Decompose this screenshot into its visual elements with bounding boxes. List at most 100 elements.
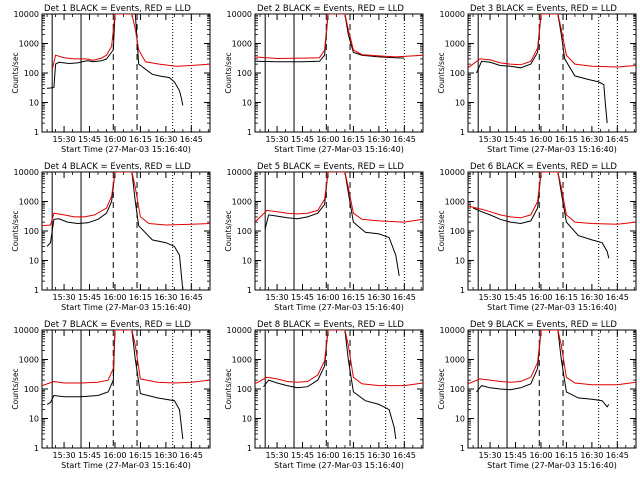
y-tick-label: 10000: [227, 168, 252, 177]
y-tick-label: 10: [29, 415, 39, 424]
y-tick-label: 100: [237, 227, 252, 236]
x-tick-label: 16:00: [316, 451, 339, 460]
y-tick-label: 1: [34, 286, 39, 295]
x-axis-label: Start Time (27-Mar-03 15:16:40): [61, 145, 191, 154]
x-tick-label: 16:30: [154, 451, 177, 460]
x-tick-label: 16:45: [180, 135, 203, 144]
x-tick-label: 16:45: [606, 451, 629, 460]
y-tick-label: 10: [455, 415, 465, 424]
series-line-events: [476, 14, 608, 124]
panel-title: Det 9 BLACK = Events, RED = LLD: [470, 320, 617, 330]
y-axis-label: Counts/sec: [224, 52, 233, 93]
plot-frame: [467, 329, 637, 449]
chart-panel-1: 1 10 100 1000 10000 15:30 15:45 16:00 16:15 16:30…: [11, 4, 211, 154]
x-tick-label: 15:45: [78, 293, 101, 302]
y-tick-label: 10000: [227, 10, 252, 19]
plot-frame: [254, 171, 424, 291]
chart-panel-3: 1 10 100 1000 10000 15:30 15:45 16:00 16:15 16:30…: [437, 4, 637, 154]
x-tick-label: 16:45: [606, 293, 629, 302]
plot-frame: [254, 329, 424, 449]
x-tick-label: 16:15: [342, 451, 365, 460]
y-tick-label: 1: [460, 444, 465, 453]
y-tick-label: 1: [460, 286, 465, 295]
series-line-lld: [255, 14, 423, 60]
plot-frame: [41, 13, 211, 133]
x-tick-label: 16:45: [393, 451, 416, 460]
panel-title: Det 8 BLACK = Events, RED = LLD: [257, 320, 404, 330]
series-line-lld: [255, 172, 423, 223]
x-tick-label: 16:30: [580, 135, 603, 144]
x-tick-label: 16:30: [367, 451, 390, 460]
x-tick-label: 16:15: [555, 135, 578, 144]
panel-title: Det 4 BLACK = Events, RED = LLD: [44, 162, 191, 172]
y-tick-label: 100: [24, 385, 39, 394]
y-tick-label: 1000: [19, 356, 39, 365]
series-line-lld: [255, 330, 423, 387]
x-tick-label: 16:30: [580, 451, 603, 460]
y-tick-label: 10000: [227, 326, 252, 335]
series-line-lld: [468, 172, 636, 225]
x-tick-label: 16:15: [342, 293, 365, 302]
y-tick-label: 100: [237, 69, 252, 78]
series-line-events: [472, 172, 610, 259]
y-tick-label: 10000: [440, 326, 465, 335]
x-tick-label: 15:45: [291, 293, 314, 302]
panel-title: Det 1 BLACK = Events, RED = LLD: [44, 4, 191, 14]
x-tick-label: 15:45: [78, 135, 101, 144]
x-tick-label: 15:45: [78, 451, 101, 460]
y-axis-label: Counts/sec: [11, 210, 20, 251]
x-tick-label: 16:45: [606, 135, 629, 144]
x-axis-label: Start Time (27-Mar-03 15:16:40): [487, 303, 617, 312]
x-tick-label: 16:15: [129, 293, 152, 302]
chart-panel-2: 1 10 100 1000 10000 15:30 15:45 16:00 16:15 16:30…: [224, 4, 424, 154]
panel-title: Det 2 BLACK = Events, RED = LLD: [257, 4, 404, 14]
x-tick-label: 16:15: [129, 451, 152, 460]
x-tick-label: 15:30: [479, 135, 502, 144]
series-line-lld: [468, 330, 636, 386]
x-tick-label: 15:30: [53, 135, 76, 144]
y-tick-label: 1: [247, 444, 252, 453]
y-tick-label: 1: [247, 286, 252, 295]
x-tick-label: 15:45: [504, 293, 527, 302]
x-axis-label: Start Time (27-Mar-03 15:16:40): [274, 145, 404, 154]
plot-frame: [467, 13, 637, 133]
x-tick-label: 16:15: [129, 135, 152, 144]
y-tick-label: 1000: [445, 198, 465, 207]
y-tick-label: 1000: [19, 198, 39, 207]
y-tick-label: 1: [247, 128, 252, 137]
series-line-events: [476, 330, 610, 408]
y-tick-label: 100: [450, 385, 465, 394]
chart-panel-7: 1 10 100 1000 10000 15:30 15:45 16:00 16:15 16:30…: [11, 320, 211, 470]
x-tick-label: 15:30: [53, 451, 76, 460]
x-tick-label: 15:30: [479, 451, 502, 460]
x-tick-label: 15:30: [266, 135, 289, 144]
x-tick-label: 16:45: [393, 293, 416, 302]
panel-title: Det 5 BLACK = Events, RED = LLD: [257, 162, 404, 172]
x-tick-label: 16:30: [580, 293, 603, 302]
series-line-lld: [42, 172, 210, 227]
x-tick-label: 16:30: [367, 135, 390, 144]
x-tick-label: 16:00: [103, 451, 126, 460]
y-tick-label: 10000: [14, 10, 39, 19]
series-line-lld: [468, 14, 636, 69]
y-tick-label: 10000: [14, 326, 39, 335]
x-tick-label: 16:00: [529, 135, 552, 144]
y-tick-label: 1: [460, 128, 465, 137]
series-line-lld: [42, 330, 210, 387]
series-line-events: [263, 330, 397, 440]
x-tick-label: 16:00: [103, 135, 126, 144]
y-tick-label: 1000: [232, 40, 252, 49]
y-tick-label: 10: [455, 257, 465, 266]
y-axis-label: Counts/sec: [437, 210, 446, 251]
y-tick-label: 1: [34, 444, 39, 453]
chart-panel-8: 1 10 100 1000 10000 15:30 15:45 16:00 16:15 16:30…: [224, 320, 424, 470]
y-tick-label: 10: [29, 99, 39, 108]
y-tick-label: 10: [242, 415, 252, 424]
y-axis-label: Counts/sec: [11, 368, 20, 409]
x-tick-label: 16:30: [154, 293, 177, 302]
y-tick-label: 1000: [445, 40, 465, 49]
plot-frame: [254, 13, 424, 133]
x-tick-label: 16:45: [180, 293, 203, 302]
x-tick-label: 16:00: [316, 135, 339, 144]
